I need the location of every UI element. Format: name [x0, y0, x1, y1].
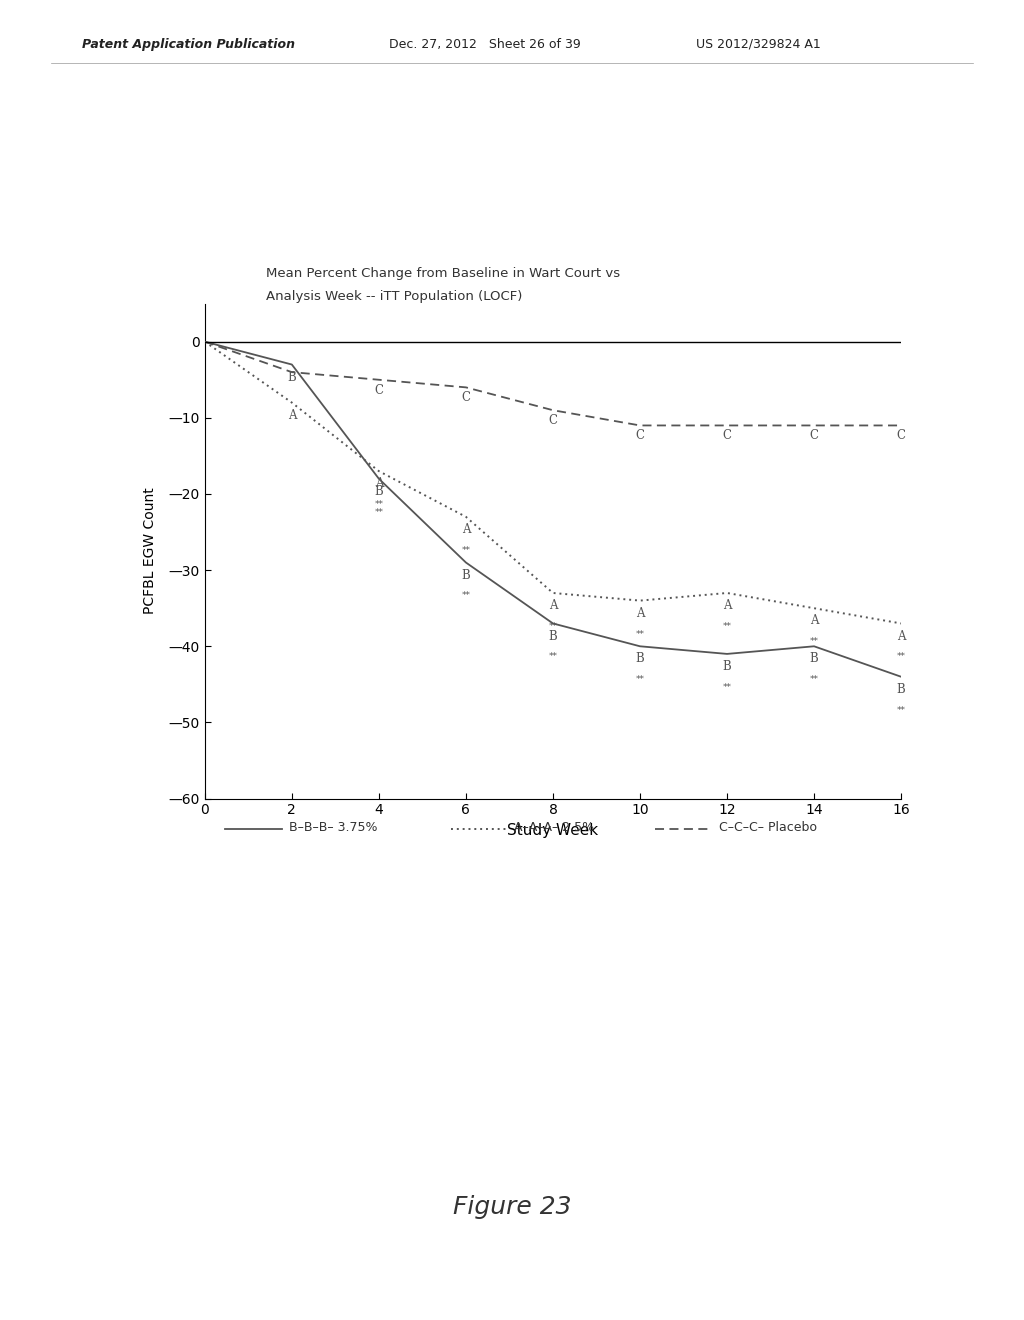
Text: **: **: [549, 652, 557, 661]
Text: Mean Percent Change from Baseline in Wart Court vs: Mean Percent Change from Baseline in War…: [266, 267, 621, 280]
Text: B: B: [462, 569, 470, 582]
Text: A: A: [462, 523, 470, 536]
Text: Dec. 27, 2012   Sheet 26 of 39: Dec. 27, 2012 Sheet 26 of 39: [389, 37, 581, 50]
Text: C–C–C– Placebo: C–C–C– Placebo: [719, 821, 817, 834]
Text: A–A–A– 2.5%: A–A–A– 2.5%: [514, 821, 594, 834]
Text: **: **: [636, 676, 644, 684]
Text: C: C: [549, 414, 557, 428]
Text: **: **: [723, 682, 731, 692]
Text: Figure 23: Figure 23: [453, 1196, 571, 1220]
Text: A: A: [723, 599, 731, 612]
Text: **: **: [462, 545, 470, 554]
Text: C: C: [636, 429, 644, 442]
Text: **: **: [810, 638, 818, 647]
Text: **: **: [636, 630, 644, 639]
Text: A: A: [636, 607, 644, 619]
Text: A: A: [897, 630, 905, 643]
Text: A: A: [810, 614, 818, 627]
Text: **: **: [810, 676, 818, 684]
Text: A: A: [288, 409, 296, 421]
Text: Analysis Week -- iTT Population (LOCF): Analysis Week -- iTT Population (LOCF): [266, 289, 522, 302]
Text: **: **: [549, 622, 557, 631]
Text: B: B: [375, 484, 383, 498]
Text: B: B: [723, 660, 731, 673]
Text: **: **: [462, 591, 470, 601]
Text: **: **: [897, 706, 905, 714]
Text: US 2012/329824 A1: US 2012/329824 A1: [696, 37, 821, 50]
Text: **: **: [375, 500, 383, 510]
Text: **: **: [897, 652, 905, 661]
Text: **: **: [723, 622, 731, 631]
Text: B: B: [810, 652, 818, 665]
Text: B: B: [549, 630, 557, 643]
Text: C: C: [723, 429, 731, 442]
Text: A: A: [549, 599, 557, 612]
Text: B: B: [288, 371, 296, 384]
Text: C: C: [375, 384, 383, 396]
X-axis label: Study Week: Study Week: [508, 822, 598, 838]
Text: C: C: [810, 429, 818, 442]
Y-axis label: PCFBL EGW Count: PCFBL EGW Count: [143, 487, 158, 615]
Text: **: **: [375, 508, 383, 516]
Text: B–B–B– 3.75%: B–B–B– 3.75%: [289, 821, 377, 834]
Text: Patent Application Publication: Patent Application Publication: [82, 37, 295, 50]
Text: A: A: [375, 478, 383, 490]
Text: B: B: [897, 682, 905, 696]
Text: B: B: [636, 652, 644, 665]
Text: C: C: [897, 429, 905, 442]
Text: C: C: [462, 391, 470, 404]
